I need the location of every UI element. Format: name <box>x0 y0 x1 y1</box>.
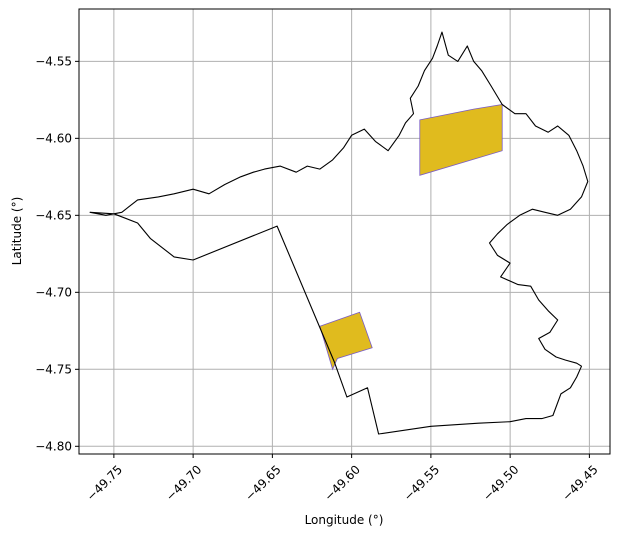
highlighted-areas <box>319 104 503 371</box>
plot-area-frame <box>78 8 611 455</box>
highlighted-area <box>419 104 503 176</box>
y-tick-label: −4.70 <box>35 285 72 299</box>
x-axis-label: Longitude (°) <box>305 513 384 527</box>
y-tick-label: −4.65 <box>35 208 72 222</box>
y-tick-label: −4.60 <box>35 131 72 145</box>
y-tick-label: −4.75 <box>35 362 72 376</box>
boundary-outline-layer <box>89 31 589 435</box>
y-axis-label: Latitude (°) <box>10 197 24 266</box>
grid-lines <box>79 9 610 454</box>
highlighted-area <box>319 311 373 371</box>
y-tick-label: −4.80 <box>35 439 72 453</box>
y-tick-label: −4.55 <box>35 54 72 68</box>
y-axis-ticks: −4.55 −4.60 −4.65 −4.70 −4.75 −4.80 <box>35 54 79 453</box>
boundary-outline <box>89 31 589 435</box>
